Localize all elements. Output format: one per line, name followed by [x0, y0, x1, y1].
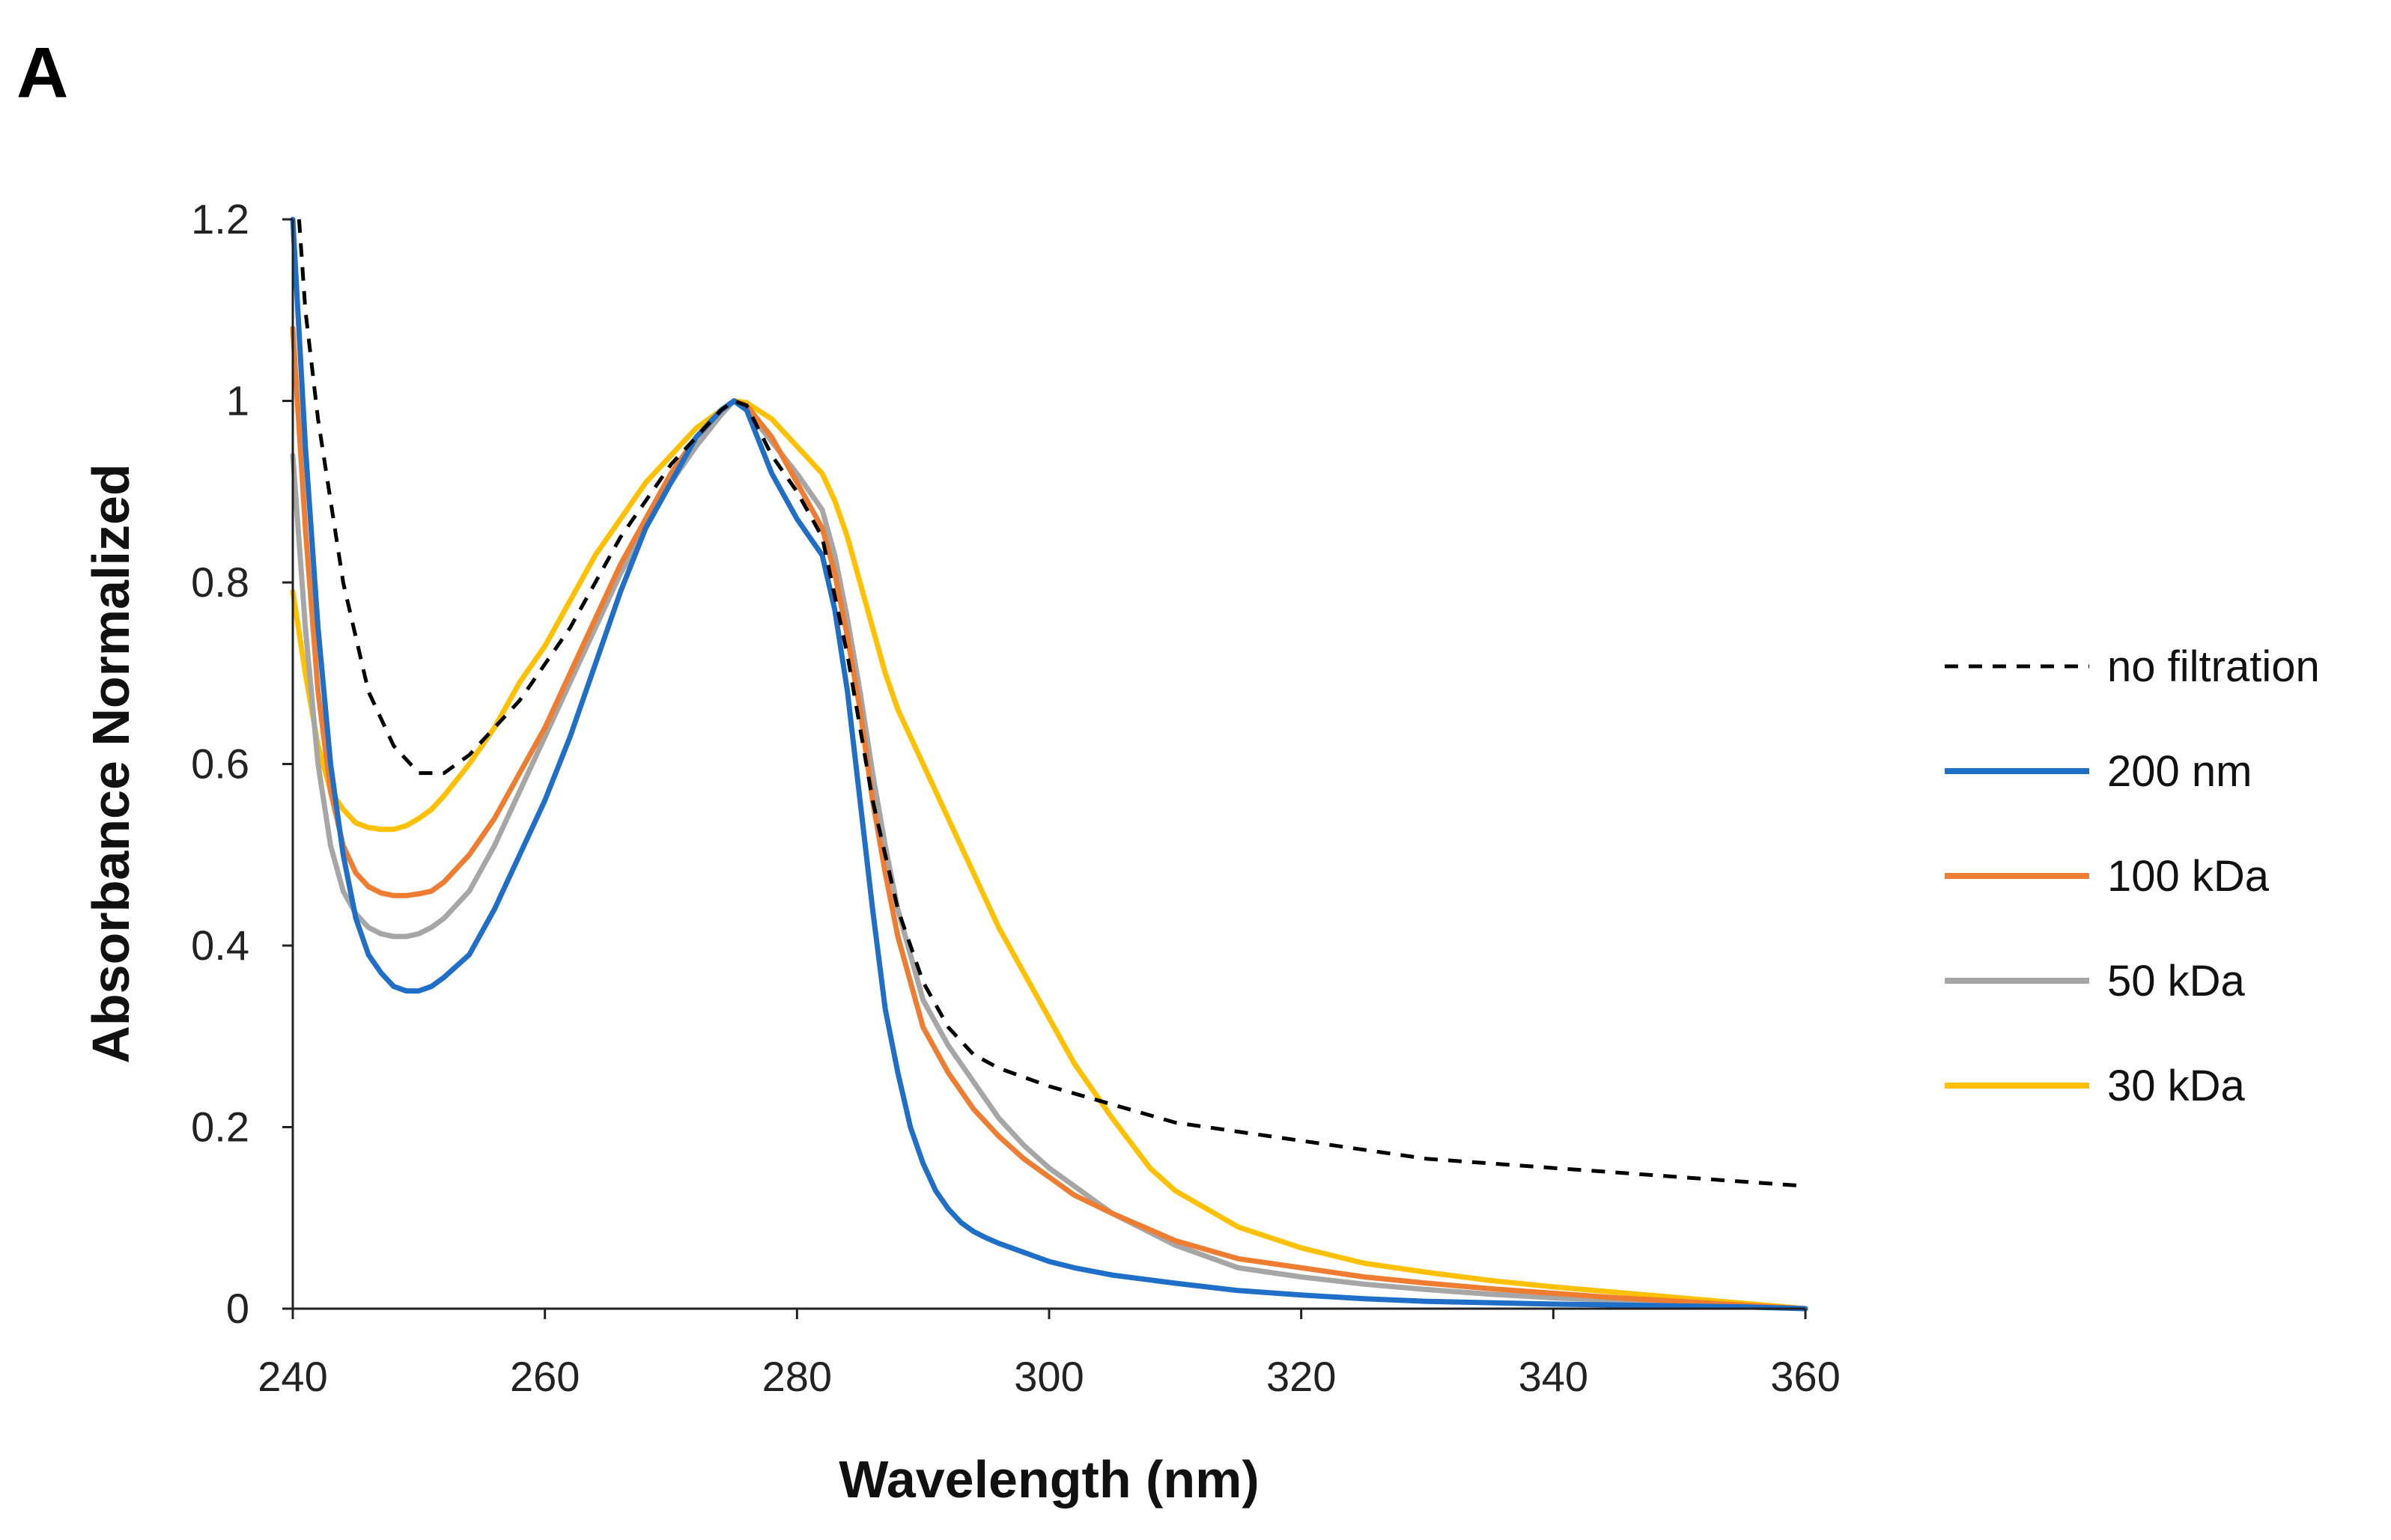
x-axis-title: Wavelength (nm): [839, 1450, 1259, 1509]
y-tick-label: 0.6: [191, 740, 249, 788]
y-tick-label: 0.4: [191, 922, 249, 969]
x-tick-label: 340: [1519, 1353, 1588, 1400]
y-tick-label: 0: [226, 1285, 249, 1332]
series-line-200-nm: [290, 216, 1808, 1312]
legend-label: 30 kDa: [2107, 1062, 2246, 1110]
y-axis-title: Absorbance Normalized: [82, 463, 140, 1063]
y-tick-label: 1: [226, 377, 249, 424]
legend-label: no filtration: [2107, 642, 2320, 691]
legend: no filtration 200 nm 100 kDa 50 kDa 30 kDa: [1945, 642, 2320, 1110]
x-ticks: 240 260 280 300 320 340 360: [258, 1309, 1841, 1400]
x-tick-label: 280: [762, 1353, 832, 1400]
plot-series: [290, 216, 1808, 1312]
x-tick-label: 260: [510, 1353, 580, 1400]
axes: [291, 219, 1805, 1310]
series-line-100-kda: [290, 326, 1808, 1312]
series-line-no-filtration: [297, 219, 1806, 1188]
series-line-50-kda: [290, 398, 1808, 1312]
y-tick-label: 0.8: [191, 559, 249, 606]
x-tick-label: 240: [258, 1353, 327, 1400]
panel-label: A: [16, 33, 68, 113]
series-line-30-kda: [290, 398, 1808, 1312]
legend-label: 50 kDa: [2107, 957, 2246, 1005]
legend-label: 100 kDa: [2107, 852, 2270, 901]
y-ticks: 0 0.2 0.4 0.6 0.8 1 1.2: [191, 195, 293, 1332]
x-tick-label: 300: [1014, 1353, 1084, 1400]
x-tick-label: 360: [1770, 1353, 1840, 1400]
y-tick-label: 0.2: [191, 1104, 249, 1151]
x-tick-label: 320: [1266, 1353, 1336, 1400]
legend-label: 200 nm: [2107, 747, 2252, 796]
y-tick-label: 1.2: [191, 195, 249, 243]
